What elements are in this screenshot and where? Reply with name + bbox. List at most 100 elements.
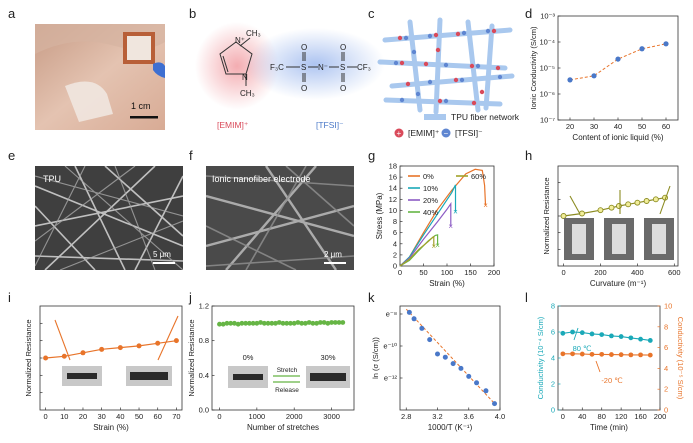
inset-arrow-i bbox=[157, 315, 179, 361]
panel-letter-d: d bbox=[525, 6, 533, 21]
annotation-arrow-l-80 bbox=[573, 327, 579, 341]
data-point-j bbox=[336, 320, 342, 325]
data-point-l bbox=[570, 351, 575, 357]
legend-label-g: 40% bbox=[423, 208, 438, 217]
x-tick-label-d: 40 bbox=[614, 122, 622, 131]
data-point-k bbox=[411, 316, 417, 322]
data-point-j bbox=[265, 320, 271, 326]
inset-label-j-back: Release bbox=[275, 387, 299, 394]
data-point-h bbox=[625, 201, 632, 208]
y-tick-label-j: 0.8 bbox=[199, 336, 209, 345]
y-tick-label-j: 0.0 bbox=[199, 406, 209, 415]
scale-bar bbox=[130, 116, 158, 119]
y-tick-label-g: 14 bbox=[389, 184, 397, 193]
x-tick-label-d: 60 bbox=[662, 122, 670, 131]
y-tick-label-j: 1.2 bbox=[199, 302, 209, 311]
data-point-l bbox=[647, 338, 653, 343]
x-axis-label-i: Strain (%) bbox=[93, 423, 129, 432]
data-point-i bbox=[99, 346, 105, 352]
inset-arrow-i bbox=[54, 319, 71, 361]
y-tick-label-d: 10⁻⁶ bbox=[540, 90, 555, 99]
data-point-l bbox=[560, 351, 566, 357]
y-axis-label-d: Ionic Conductivity (S/cm) bbox=[529, 26, 538, 109]
data-point-j bbox=[314, 320, 320, 326]
x-tick-label-i: 70 bbox=[172, 412, 180, 421]
data-point-l bbox=[647, 352, 653, 358]
series-line-g bbox=[399, 201, 452, 267]
x-axis-label-h: Curvature (m⁻¹) bbox=[590, 279, 647, 288]
data-point-l bbox=[579, 351, 585, 357]
data-point-j bbox=[321, 320, 327, 325]
inset-arrow-h bbox=[569, 195, 581, 215]
annotation-arrow-l-minus20 bbox=[595, 360, 601, 373]
y-axis-label-k: ln (σ (S/cm)) bbox=[371, 337, 380, 379]
data-point-h bbox=[634, 199, 641, 206]
series-line-l bbox=[562, 353, 651, 356]
x-tick-label-i: 50 bbox=[135, 412, 143, 421]
data-point-d bbox=[663, 41, 669, 47]
x-tick-label-i: 20 bbox=[79, 412, 87, 421]
data-point-l bbox=[618, 334, 624, 339]
y-axis-label-g: Stress (MPa) bbox=[375, 192, 384, 239]
y-tick-label-l: 10 bbox=[664, 302, 672, 311]
y-tick-label-l: 4 bbox=[551, 354, 555, 363]
break-marker-g: × bbox=[432, 242, 437, 251]
panel-letter-g: g bbox=[368, 148, 376, 163]
plot-frame-j bbox=[211, 305, 355, 411]
data-point-j bbox=[243, 320, 249, 326]
y-tick-label-g: 0 bbox=[393, 262, 397, 271]
x-tick-label-i: 10 bbox=[60, 412, 68, 421]
data-point-j bbox=[273, 320, 278, 326]
x-tick-label-l: 120 bbox=[615, 412, 628, 421]
data-point-l bbox=[560, 330, 566, 336]
data-point-k bbox=[492, 401, 498, 407]
plot-frame-k bbox=[399, 305, 501, 411]
data-point-j bbox=[306, 320, 312, 325]
data-point-l bbox=[589, 351, 595, 357]
data-point-j bbox=[303, 320, 308, 326]
data-point-j bbox=[220, 321, 226, 327]
data-point-k bbox=[466, 373, 472, 379]
data-point-j bbox=[217, 321, 222, 327]
series-line-l bbox=[562, 331, 651, 341]
data-point-d bbox=[591, 73, 597, 79]
y-tick-label-k: e⁻⁸ bbox=[386, 310, 397, 319]
x-tick-label-h: 200 bbox=[594, 268, 607, 277]
annotation-label-l-minus20: -20 ℃ bbox=[601, 376, 623, 385]
data-point-h bbox=[560, 213, 567, 219]
y-tick-label-g: 12 bbox=[389, 195, 397, 204]
x-axis-label-j: Number of stretches bbox=[247, 423, 319, 432]
data-point-j bbox=[261, 320, 267, 326]
series-line-i bbox=[45, 340, 177, 359]
inset-sample-h bbox=[572, 224, 586, 254]
data-point-l bbox=[599, 351, 605, 357]
y-tick-label-l: 8 bbox=[551, 302, 555, 311]
inset-sample-h bbox=[612, 224, 626, 254]
sem-image-ionic: Ionic nanofiber electrode 2 μm bbox=[206, 166, 354, 270]
plot-frame-i bbox=[39, 305, 183, 411]
data-point-k bbox=[406, 309, 412, 315]
x-tick-label-i: 30 bbox=[97, 412, 105, 421]
data-point-j bbox=[295, 320, 301, 325]
data-point-l bbox=[570, 329, 575, 335]
data-point-k bbox=[419, 325, 425, 331]
x-tick-label-h: 600 bbox=[668, 268, 681, 277]
annotation-label-l-80: 80 ℃ bbox=[573, 344, 592, 353]
legend-label-g: 60% bbox=[471, 172, 486, 181]
x-tick-label-k: 4.0 bbox=[495, 412, 505, 421]
data-point-i bbox=[43, 355, 49, 361]
data-point-h bbox=[652, 196, 659, 203]
data-point-d bbox=[639, 46, 645, 52]
series-line-g bbox=[399, 235, 435, 267]
data-point-j bbox=[329, 320, 334, 325]
y-tick-label-l: 8 bbox=[664, 322, 668, 331]
y-tick-label-l: 0 bbox=[551, 406, 555, 415]
y-tick-label-l: 4 bbox=[664, 364, 668, 373]
x-tick-label-l: 200 bbox=[654, 412, 667, 421]
data-point-l bbox=[589, 331, 595, 337]
sem-scale-label-tpu: 5 μm bbox=[153, 250, 171, 259]
x-tick-label-j: 3000 bbox=[323, 412, 340, 421]
x-tick-label-j: 0 bbox=[217, 412, 221, 421]
panel-letter-k: k bbox=[368, 290, 375, 305]
data-point-j bbox=[288, 320, 293, 326]
